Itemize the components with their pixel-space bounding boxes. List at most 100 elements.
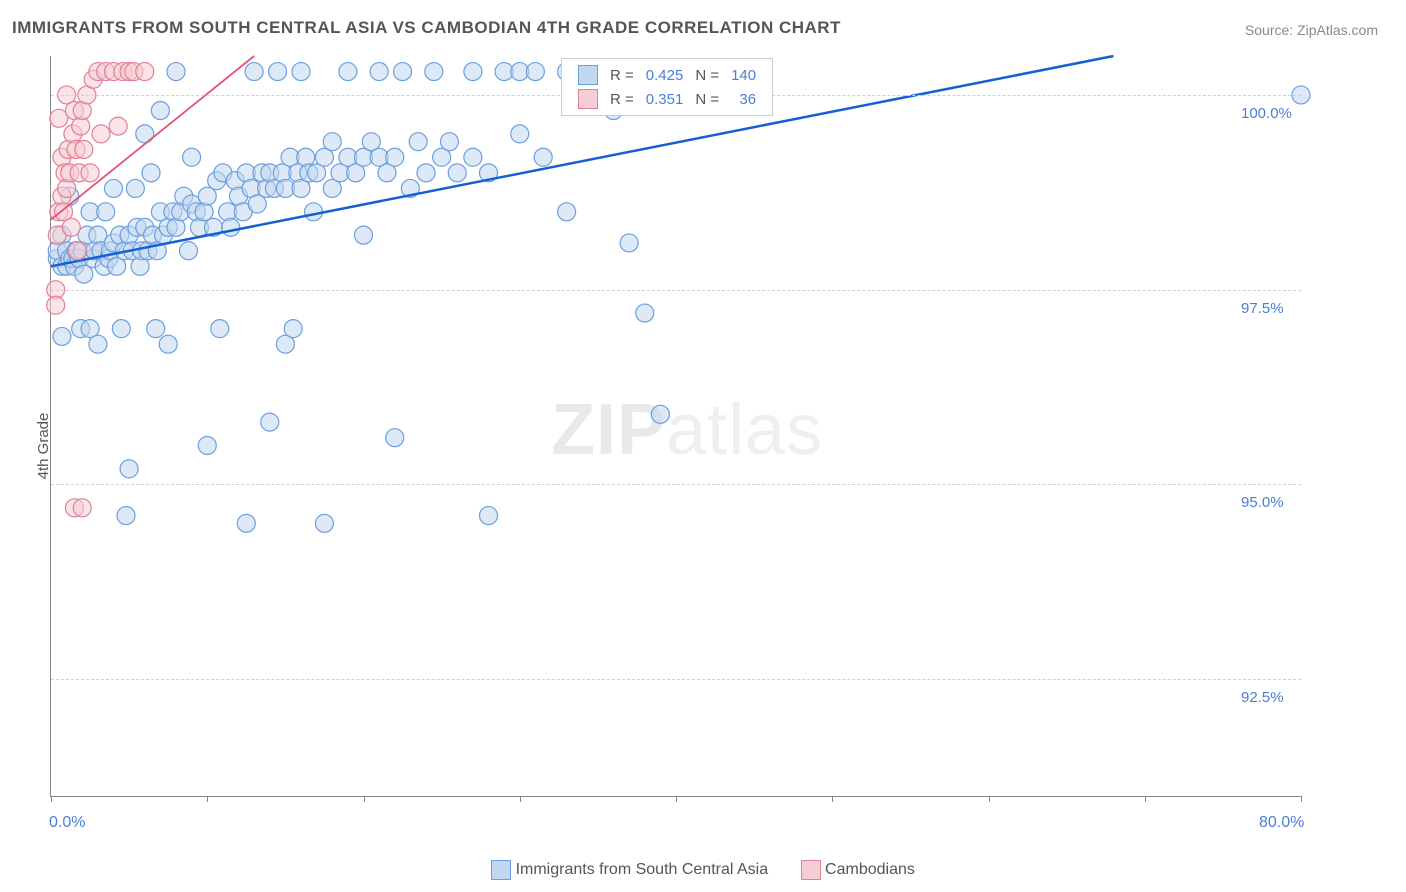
- scatter-point: [339, 63, 357, 81]
- legend-swatch: [578, 89, 598, 109]
- x-tick: [1301, 796, 1302, 802]
- x-tick: [207, 796, 208, 802]
- scatter-point: [180, 242, 198, 260]
- scatter-point: [315, 514, 333, 532]
- scatter-point: [284, 320, 302, 338]
- scatter-point: [511, 125, 529, 143]
- r-value: 0.351: [640, 87, 690, 111]
- x-tick: [1145, 796, 1146, 802]
- scatter-point: [222, 218, 240, 236]
- scatter-point: [151, 102, 169, 120]
- scatter-point: [323, 133, 341, 151]
- scatter-point: [636, 304, 654, 322]
- scatter-point: [53, 327, 71, 345]
- gridline: [51, 290, 1301, 291]
- x-tick: [832, 796, 833, 802]
- scatter-point: [305, 203, 323, 221]
- scatter-point: [167, 63, 185, 81]
- x-tick: [51, 796, 52, 802]
- y-tick-label: 100.0%: [1241, 105, 1292, 122]
- scatter-point: [386, 148, 404, 166]
- y-tick-label: 95.0%: [1241, 494, 1284, 511]
- legend-swatch-2: [801, 860, 821, 880]
- scatter-point: [386, 429, 404, 447]
- scatter-point: [142, 164, 160, 182]
- source-label: Source: ZipAtlas.com: [1245, 22, 1378, 38]
- gridline: [51, 484, 1301, 485]
- scatter-point: [92, 125, 110, 143]
- scatter-point: [211, 320, 229, 338]
- scatter-point: [480, 507, 498, 525]
- scatter-point: [126, 179, 144, 197]
- scatter-point: [297, 148, 315, 166]
- scatter-point: [417, 164, 435, 182]
- gridline: [51, 679, 1301, 680]
- scatter-point: [409, 133, 427, 151]
- scatter-point: [464, 63, 482, 81]
- scatter-point: [112, 320, 130, 338]
- scatter-point: [136, 63, 154, 81]
- n-label: N =: [689, 63, 725, 87]
- x-tick: [520, 796, 521, 802]
- legend-swatch-1: [491, 860, 511, 880]
- chart-title: IMMIGRANTS FROM SOUTH CENTRAL ASIA VS CA…: [12, 18, 841, 38]
- legend-swatch: [578, 65, 598, 85]
- scatter-point: [105, 179, 123, 197]
- correlation-legend: R =0.425N =140 R =0.351N =36: [561, 58, 773, 116]
- scatter-point: [464, 148, 482, 166]
- scatter-point: [183, 148, 201, 166]
- x-tick: [676, 796, 677, 802]
- scatter-point: [248, 195, 266, 213]
- r-label: R =: [604, 63, 640, 87]
- r-label: R =: [604, 87, 640, 111]
- scatter-point: [370, 63, 388, 81]
- y-tick-label: 92.5%: [1241, 689, 1284, 706]
- scatter-point: [58, 179, 76, 197]
- legend-item-1: Immigrants from South Central Asia: [491, 861, 772, 878]
- scatter-point: [526, 63, 544, 81]
- scatter-point: [198, 436, 216, 454]
- scatter-point: [269, 63, 287, 81]
- legend-label-1: Immigrants from South Central Asia: [516, 861, 769, 878]
- x-tick: [364, 796, 365, 802]
- scatter-point: [109, 117, 127, 135]
- bottom-legend: Immigrants from South Central Asia Cambo…: [0, 860, 1406, 880]
- n-value: 36: [725, 87, 762, 111]
- scatter-point: [73, 499, 91, 517]
- scatter-point: [261, 413, 279, 431]
- scatter-point: [75, 265, 93, 283]
- x-tick-label: 0.0%: [49, 814, 85, 832]
- scatter-point: [81, 164, 99, 182]
- scatter-point: [97, 203, 115, 221]
- scatter-point: [89, 335, 107, 353]
- scatter-point: [47, 296, 65, 314]
- scatter-point: [69, 242, 87, 260]
- scatter-point: [292, 63, 310, 81]
- legend-label-2: Cambodians: [825, 861, 915, 878]
- scatter-point: [620, 234, 638, 252]
- scatter-point: [425, 63, 443, 81]
- legend-item-2: Cambodians: [801, 861, 915, 878]
- scatter-point: [198, 187, 216, 205]
- scatter-point: [355, 226, 373, 244]
- n-value: 140: [725, 63, 762, 87]
- x-tick: [989, 796, 990, 802]
- scatter-point: [75, 140, 93, 158]
- scatter-point: [394, 63, 412, 81]
- plot-area: ZIPatlas 92.5%95.0%97.5%100.0%0.0%80.0%R…: [50, 56, 1301, 797]
- r-value: 0.425: [640, 63, 690, 87]
- scatter-point: [440, 133, 458, 151]
- scatter-point: [120, 460, 138, 478]
- scatter-point: [159, 335, 177, 353]
- svg-layer: [51, 56, 1301, 796]
- scatter-point: [117, 507, 135, 525]
- x-tick-label: 80.0%: [1259, 814, 1304, 832]
- scatter-point: [237, 514, 255, 532]
- scatter-point: [651, 405, 669, 423]
- scatter-point: [147, 320, 165, 338]
- scatter-point: [195, 203, 213, 221]
- scatter-point: [448, 164, 466, 182]
- n-label: N =: [689, 87, 725, 111]
- scatter-point: [245, 63, 263, 81]
- scatter-point: [136, 125, 154, 143]
